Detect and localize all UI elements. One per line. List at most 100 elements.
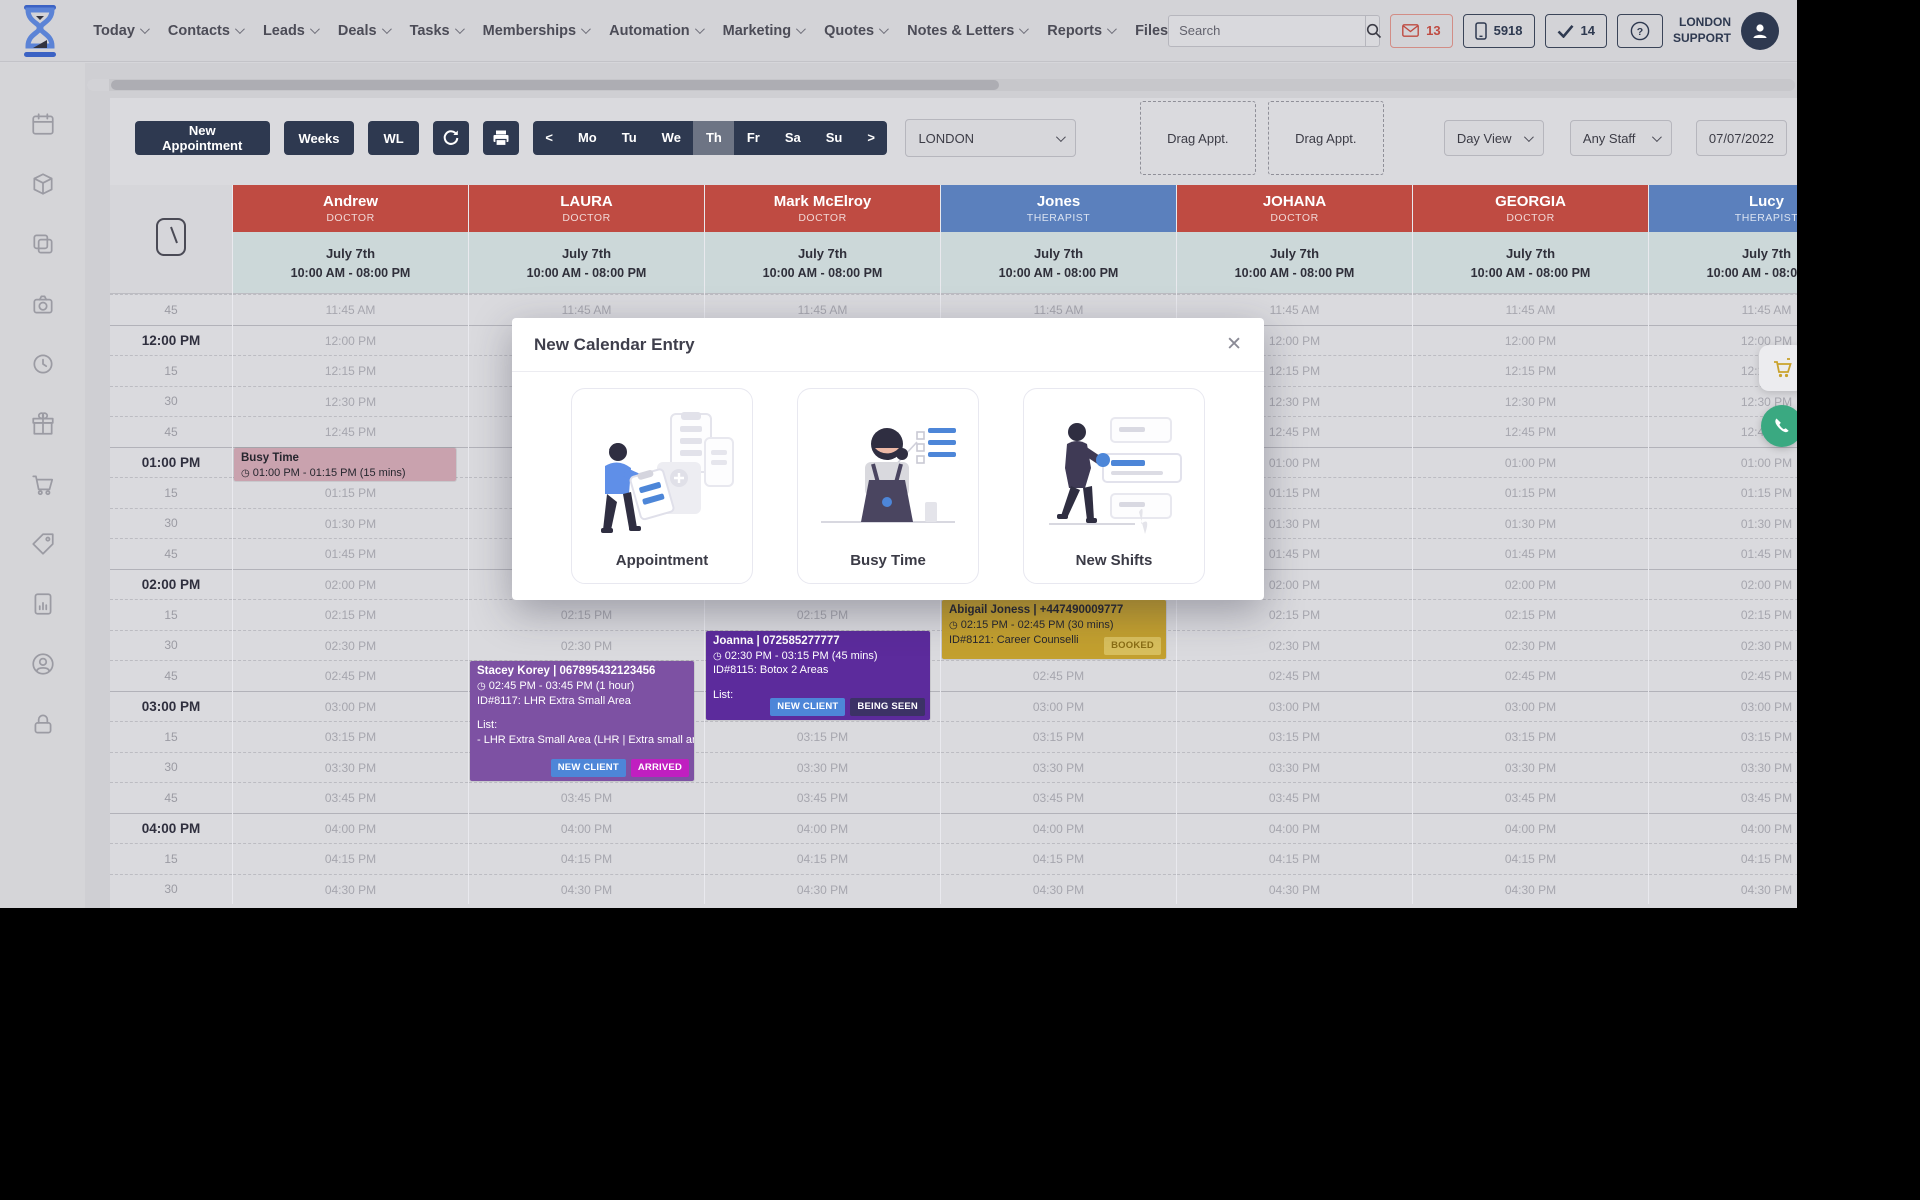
time-slot[interactable]: 11:45 AM [941,294,1176,325]
time-slot[interactable]: 02:15 PM [705,599,940,630]
time-slot[interactable]: 11:45 AM [705,294,940,325]
staff-column-header[interactable]: Jones THERAPIST [941,185,1176,232]
time-slot[interactable]: 03:00 PM [233,690,468,722]
sidebar-item-package[interactable] [30,171,56,197]
time-slot[interactable]: 03:00 PM [1649,690,1797,722]
time-slot[interactable]: 01:15 PM [1177,477,1412,508]
app-logo[interactable] [14,1,65,61]
staff-column-header[interactable]: Mark McElroy DOCTOR [705,185,940,232]
close-icon[interactable]: ✕ [1226,334,1242,355]
day-nav-arrow[interactable]: < [545,130,553,145]
time-slot[interactable]: 11:45 AM [1649,294,1797,325]
refresh-button[interactable] [432,121,469,155]
busy-time-block[interactable]: Busy Time ◷ 01:00 PM - 01:15 PM (15 mins) [234,447,456,481]
mail-badge-button[interactable]: 13 [1390,13,1453,48]
time-slot[interactable]: 03:15 PM [1649,721,1797,752]
appointment-block[interactable]: Joanna | 072585277777 ◷ 02:30 PM - 03:15 P… [706,630,930,720]
nav-item-files[interactable]: Files [1135,23,1168,39]
time-slot[interactable]: 03:45 PM [1177,782,1412,813]
nav-item-contacts[interactable]: Contacts [168,23,245,39]
time-slot[interactable]: 01:30 PM [1649,507,1797,539]
time-slot[interactable]: 03:45 PM [1649,782,1797,813]
time-slot[interactable]: 04:15 PM [233,843,468,874]
staff-column-header[interactable]: Andrew DOCTOR [233,185,468,232]
time-slot[interactable]: 12:30 PM [233,385,468,417]
time-slot[interactable]: 11:45 AM [469,294,704,325]
time-slot[interactable]: 11:45 AM [1177,294,1412,325]
time-slot[interactable]: 04:00 PM [1413,812,1648,844]
day-button-mo[interactable]: Mo [577,130,597,145]
time-slot[interactable]: 02:30 PM [1177,629,1412,661]
new-shifts-option-card[interactable]: New Shifts [1023,388,1205,584]
sidebar-item-gift[interactable] [30,411,56,437]
time-slot[interactable]: 12:00 PM [1177,324,1412,356]
day-button-sa[interactable]: Sa [784,130,801,145]
time-slot[interactable]: 03:45 PM [469,782,704,813]
scroll-left-button[interactable] [87,79,109,91]
sidebar-item-calendar[interactable] [30,111,56,137]
time-slot[interactable]: 01:45 PM [1649,538,1797,569]
time-slot[interactable]: 02:15 PM [1413,599,1648,630]
weeks-button[interactable]: Weeks [283,121,355,155]
time-slot[interactable]: 03:00 PM [941,690,1176,722]
time-slot[interactable]: 03:45 PM [1413,782,1648,813]
time-slot[interactable]: 03:45 PM [705,782,940,813]
sidebar-item-report[interactable] [30,591,56,617]
day-button-su[interactable]: Su [825,130,843,145]
time-slot[interactable]: 01:15 PM [1413,477,1648,508]
busy-time-option-card[interactable]: Busy Time [797,388,979,584]
time-slot[interactable]: 04:30 PM [1177,873,1412,905]
location-select[interactable]: LONDON [905,119,1076,157]
date-field[interactable]: 07/07/2022 [1695,120,1787,156]
time-slot[interactable]: 04:00 PM [233,812,468,844]
day-nav-arrow[interactable]: > [867,130,875,145]
time-slot[interactable]: 02:15 PM [233,599,468,630]
horizontal-scrollbar[interactable] [87,79,1795,91]
time-slot[interactable]: 12:30 PM [1177,385,1412,417]
nav-item-marketing[interactable]: Marketing [723,23,807,39]
nav-item-leads[interactable]: Leads [263,23,320,39]
time-slot[interactable]: 12:45 PM [233,416,468,447]
time-slot[interactable]: 04:00 PM [1649,812,1797,844]
nav-item-tasks[interactable]: Tasks [410,23,465,39]
time-slot[interactable]: 02:30 PM [233,629,468,661]
time-slot[interactable]: 12:00 PM [1649,324,1797,356]
wl-button[interactable]: WL [368,121,419,155]
time-slot[interactable]: 03:30 PM [1177,751,1412,783]
appointment-block[interactable]: Abigail Joness | +447490009777 ◷ 02:15 PM … [942,600,1166,659]
drag-appt-slot-1[interactable]: Drag Appt. [1139,101,1256,175]
time-slot[interactable]: 03:45 PM [233,782,468,813]
appointment-option-card[interactable]: Appointment [571,388,753,584]
time-slot[interactable]: 12:30 PM [1413,385,1648,417]
search-input[interactable] [1169,23,1366,38]
time-slot[interactable]: 04:15 PM [469,843,704,874]
nav-item-notes-letters[interactable]: Notes & Letters [907,23,1030,39]
sidebar-item-copy[interactable] [30,231,56,257]
time-slot[interactable]: 01:45 PM [1177,538,1412,569]
time-slot[interactable]: 01:00 PM [1177,446,1412,478]
time-slot[interactable]: 04:15 PM [705,843,940,874]
print-button[interactable] [482,121,519,155]
time-slot[interactable]: 02:30 PM [1649,629,1797,661]
day-button-tu[interactable]: Tu [621,130,637,145]
time-slot[interactable]: 04:30 PM [1413,873,1648,905]
sidebar-item-lock[interactable] [30,711,56,737]
nav-item-reports[interactable]: Reports [1047,23,1117,39]
time-slot[interactable]: 12:45 PM [1413,416,1648,447]
time-slot[interactable]: 03:00 PM [1177,690,1412,722]
time-slot[interactable]: 04:30 PM [469,873,704,905]
time-slot[interactable]: 01:00 PM [1413,446,1648,478]
time-slot[interactable]: 04:00 PM [941,812,1176,844]
time-slot[interactable]: 04:00 PM [1177,812,1412,844]
time-slot[interactable]: 03:30 PM [233,751,468,783]
mobile-badge-button[interactable]: 5918 [1462,13,1535,48]
time-slot[interactable]: 04:00 PM [469,812,704,844]
time-slot[interactable]: 03:30 PM [941,751,1176,783]
time-slot[interactable]: 01:15 PM [233,477,468,508]
time-slot[interactable]: 03:30 PM [705,751,940,783]
staff-column-header[interactable]: LAURA DOCTOR [469,185,704,232]
time-slot[interactable]: 02:00 PM [233,568,468,600]
staff-column-header[interactable]: Lucy THERAPIST [1649,185,1797,232]
new-appointment-button[interactable]: New Appointment [135,121,270,155]
sidebar-item-account[interactable] [30,651,56,677]
